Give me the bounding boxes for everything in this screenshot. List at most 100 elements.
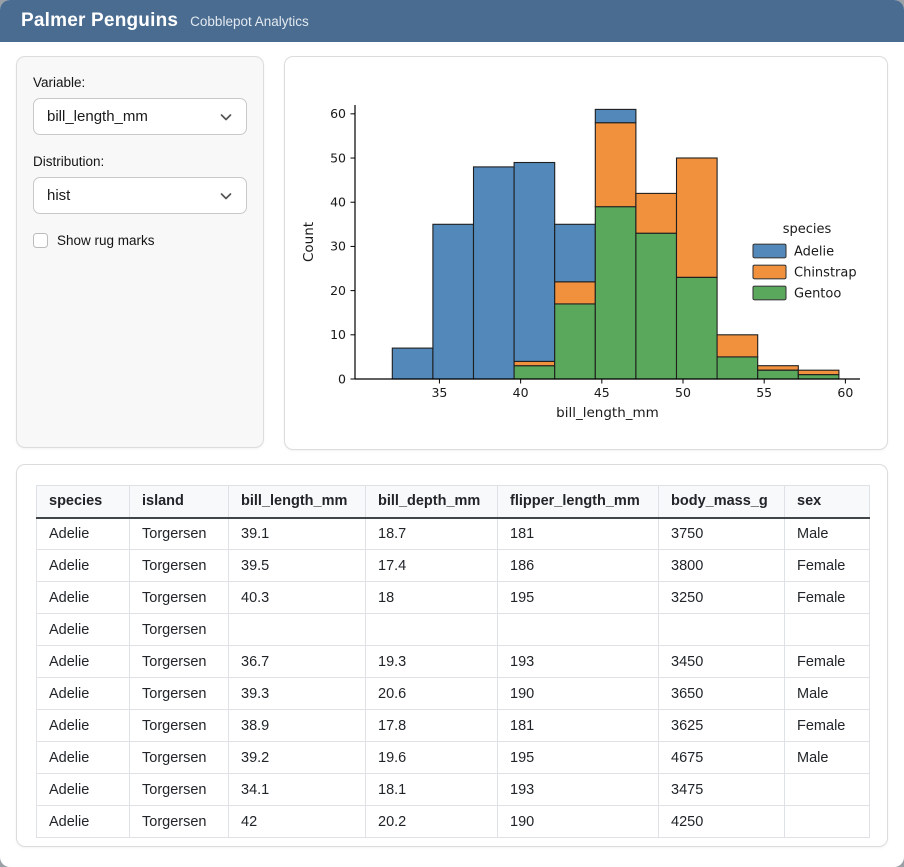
table-cell: 181 [497,517,659,550]
y-tick-label: 30 [330,239,346,254]
table-cell [497,613,659,646]
y-tick-label: 20 [330,283,346,298]
table-header-cell: body_mass_g [658,485,785,519]
legend-title: species [783,222,832,237]
table-cell: Adelie [36,709,130,742]
table-cell: Adelie [36,645,130,678]
histogram-bar-chinstrap [554,281,596,305]
table-cell: 3250 [658,581,785,614]
table-cell: Female [784,645,870,678]
chart-card: 35 40 45 50 55 60 0 10 20 30 40 50 60 bill_length_mm C… [284,56,888,450]
table-cell: Female [784,581,870,614]
rug-checkbox[interactable] [33,233,48,248]
table-row: Adelie Torgersen 42 20.2 190 4250 [36,805,870,838]
histogram-bar-adelie [432,223,475,380]
table-cell: 190 [497,805,659,838]
table-cell: 18.7 [365,517,498,550]
table-cell: 19.3 [365,645,498,678]
table-cell: Adelie [36,613,130,646]
table-cell: 181 [497,709,659,742]
table-cell: Female [784,549,870,582]
histogram-bar-chinstrap [797,369,840,376]
table-cell: 42 [228,805,366,838]
x-tick-label: 60 [837,385,853,400]
table-cell: Adelie [36,549,130,582]
histogram-bar-chinstrap [594,122,637,208]
table-header-cell: flipper_length_mm [497,485,659,519]
histogram-bar-gentoo [757,369,799,380]
table-cell: 4675 [658,741,785,774]
table-cell: Torgersen [129,517,229,550]
table-cell: Adelie [36,581,130,614]
histogram-bar-adelie [554,223,596,283]
table-cell: 195 [497,581,659,614]
table-cell: Male [784,741,870,774]
table-cell: 4250 [658,805,785,838]
table-cell: 18 [365,581,498,614]
histogram-bar-adelie [472,166,515,380]
histogram-bar-gentoo [594,206,637,380]
histogram-bar-gentoo [716,356,759,380]
rug-checkbox-label: Show rug marks [57,233,155,248]
table-cell: Torgersen [129,645,229,678]
table-header-cell: island [129,485,229,519]
table-header-cell: sex [784,485,870,519]
histogram-bar-adelie [391,347,434,380]
variable-label: Variable: [33,75,86,90]
histogram-bar-gentoo [513,365,556,380]
table-cell: Torgersen [129,805,229,838]
table-cell: Torgersen [129,677,229,710]
distribution-select-value: hist [47,187,71,204]
histogram-bar-chinstrap [716,334,759,358]
app-subtitle: Cobblepot Analytics [190,14,309,29]
table-row: Adelie Torgersen 39.5 17.4 186 3800 Female [36,549,870,582]
table-cell: 3800 [658,549,785,582]
y-tick-label: 0 [338,371,346,386]
distribution-select[interactable]: hist [33,177,247,214]
histogram-bar-chinstrap [675,157,718,278]
y-tick-label: 60 [330,106,346,121]
table-cell: Torgersen [129,549,229,582]
histogram-bar-adelie [594,108,637,124]
table-cell: Male [784,677,870,710]
app-title: Palmer Penguins [21,10,179,31]
table-row: Adelie Torgersen 34.1 18.1 193 3475 [36,773,870,806]
table-cell: 40.3 [228,581,366,614]
variable-select[interactable]: bill_length_mm [33,98,247,135]
table-cell [228,613,366,646]
x-tick-label: 35 [431,385,447,400]
table-cell: 3650 [658,677,785,710]
top-row: Variable: bill_length_mm Distribution: h… [16,56,888,450]
table-cell: 20.6 [365,677,498,710]
table-cell: Torgersen [129,581,229,614]
table-cell: 39.2 [228,741,366,774]
table-cell: 3750 [658,517,785,550]
table-row: Adelie Torgersen 40.3 18 195 3250 Female [36,581,870,614]
x-tick-label: 55 [756,385,772,400]
y-tick-label: 50 [330,150,346,165]
variable-select-value: bill_length_mm [47,108,148,125]
legend-label: Chinstrap [794,266,857,281]
y-tick-label: 40 [330,195,346,210]
table-cell: 36.7 [228,645,366,678]
table-cell: Male [784,517,870,550]
table-cell: Adelie [36,773,130,806]
main-content: Variable: bill_length_mm Distribution: h… [0,42,904,867]
table-cell: 38.9 [228,709,366,742]
histogram-bar-gentoo [635,232,678,380]
table-header-cell: species [36,485,130,519]
table-row: Adelie Torgersen 39.3 20.6 190 3650 Male [36,677,870,710]
histogram-bar-adelie [513,161,556,362]
table-cell [784,773,870,806]
histogram-bar-gentoo [675,276,718,380]
table-cell: 39.1 [228,517,366,550]
table-cell: 193 [497,773,659,806]
table-row: Adelie Torgersen [36,613,870,646]
x-tick-label: 45 [594,385,610,400]
table-cell: 193 [497,645,659,678]
table-cell: 17.4 [365,549,498,582]
chevron-down-icon [220,192,232,199]
table-header-cell: bill_length_mm [228,485,366,519]
histogram-bar-chinstrap [757,365,799,371]
legend-label: Gentoo [794,287,841,302]
